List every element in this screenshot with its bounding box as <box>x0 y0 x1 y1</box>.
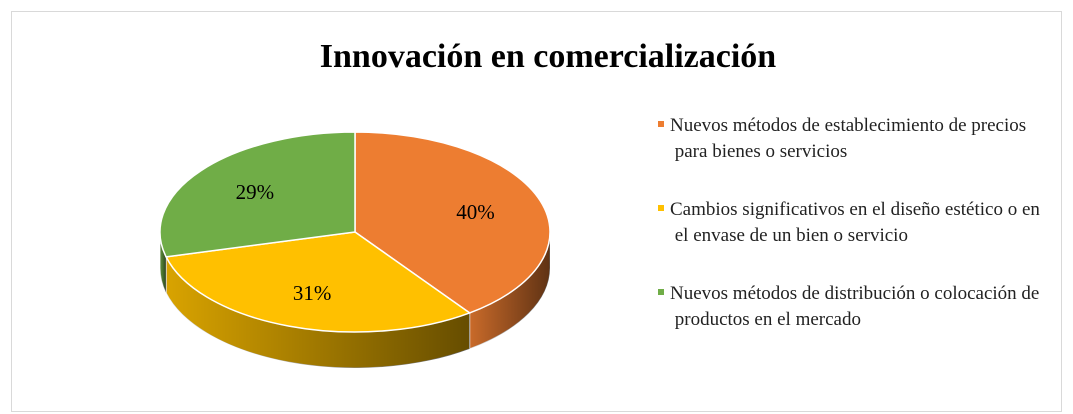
legend-marker <box>658 289 664 295</box>
data-label: 31% <box>293 281 332 305</box>
slice <box>164 231 472 333</box>
data-label: 40% <box>456 200 495 224</box>
legend-line: productos en el mercado <box>670 309 861 330</box>
slice <box>354 131 551 314</box>
slice <box>159 131 356 258</box>
legend-marker <box>658 205 664 211</box>
legend-label: Nuevos métodos de distribución o colocac… <box>670 283 1039 330</box>
slice-side-shade <box>166 256 470 369</box>
chart-title: Innovación en comercialización <box>320 38 777 75</box>
legend-label: Nuevos métodos de establecimiento de pre… <box>670 115 1026 162</box>
legend-label: Cambios significativos en el diseño esté… <box>670 199 1040 246</box>
legend-line: el envase de un bien o servicio <box>670 225 908 246</box>
legend-line: Nuevos métodos de distribución o colocac… <box>670 283 1039 304</box>
legend-line: Cambios significativos en el diseño esté… <box>670 199 1040 220</box>
legend-line: para bienes o servicios <box>670 141 847 162</box>
slice-side-shade <box>469 232 550 349</box>
legend-line: Nuevos métodos de establecimiento de pre… <box>670 115 1026 136</box>
legend-marker <box>658 121 664 127</box>
data-label: 29% <box>236 180 275 204</box>
